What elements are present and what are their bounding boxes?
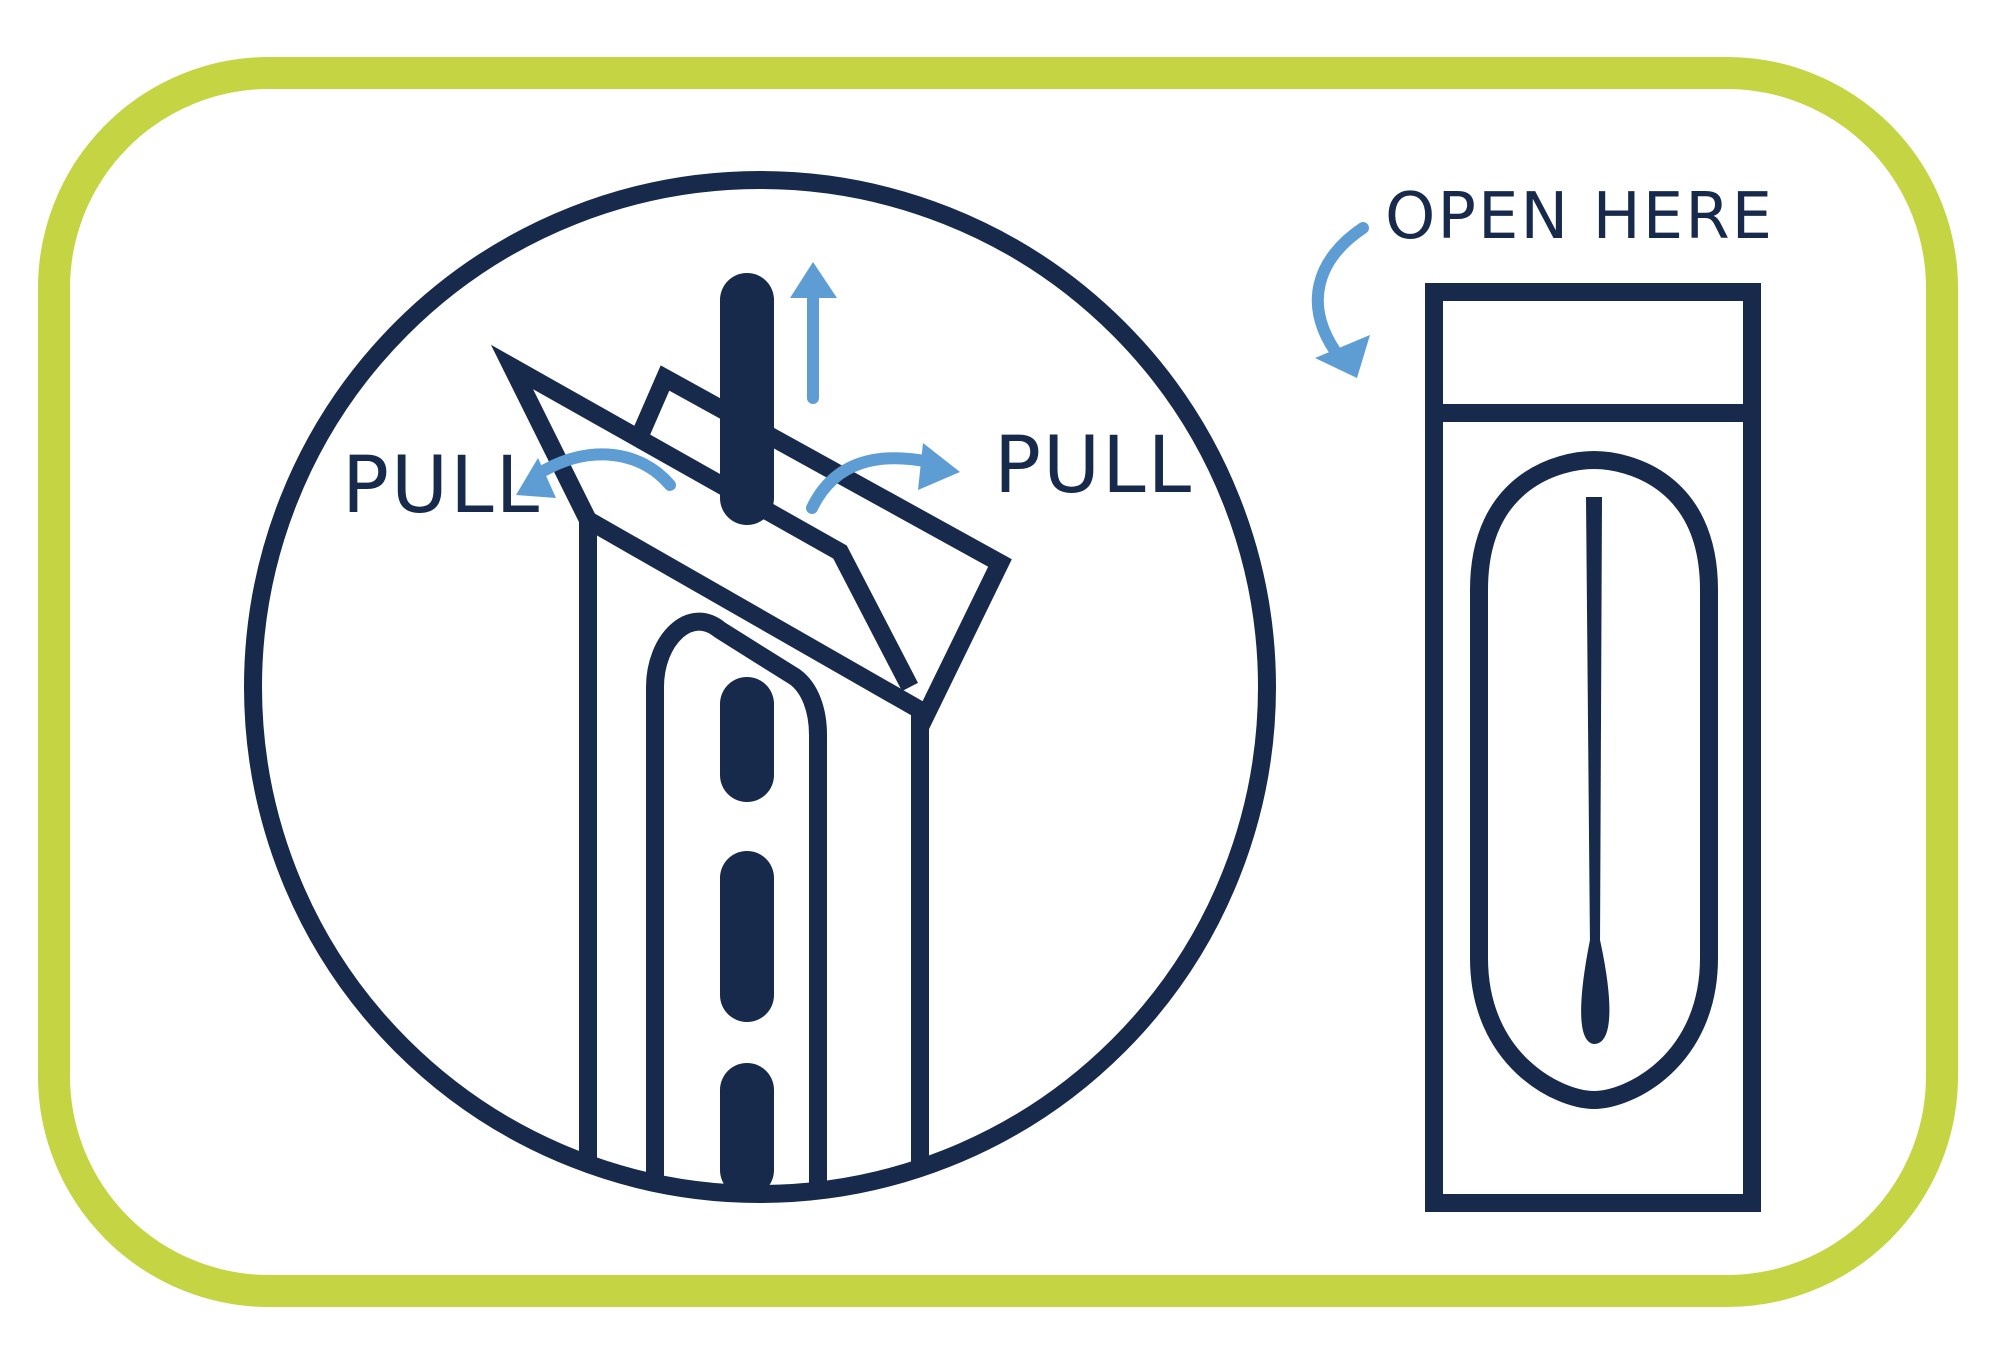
open-here-arrowhead-icon	[1315, 335, 1370, 378]
arrows	[539, 274, 936, 514]
package-outline	[1425, 283, 1761, 1212]
pull-right-arrow-icon	[806, 452, 936, 514]
swab-package: OPEN HERE	[1311, 180, 1774, 1212]
pull-left-arrowhead-icon	[516, 458, 556, 498]
pull-up-arrowhead-icon	[790, 262, 837, 298]
magnified-inset: PULL PULL	[244, 171, 1276, 1203]
opened-package-icon	[490, 344, 1012, 1194]
pull-left-label: PULL	[342, 441, 541, 531]
outer-frame	[38, 57, 1958, 1307]
pull-right-arrowhead-icon	[918, 443, 960, 490]
swab-icon	[1581, 497, 1610, 1044]
open-here-label: OPEN HERE	[1385, 180, 1774, 254]
inset-circle	[244, 171, 1276, 1203]
pull-right-label: PULL	[994, 421, 1193, 511]
pull-left-arrow-icon	[539, 448, 676, 491]
open-here-arrow-icon	[1311, 222, 1369, 364]
package-window	[1470, 450, 1718, 1110]
